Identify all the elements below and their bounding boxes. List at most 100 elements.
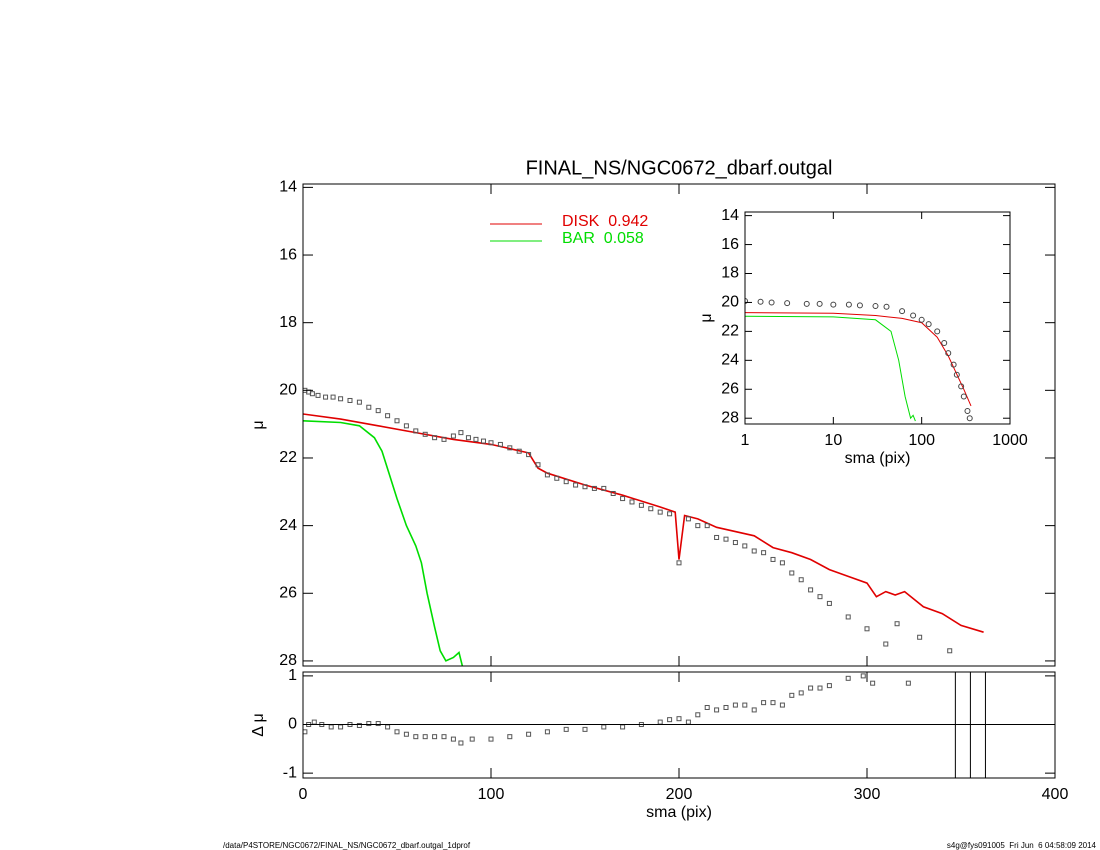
y-tick-label: 28 — [279, 652, 297, 669]
data-point — [770, 700, 776, 706]
data-point — [779, 702, 785, 708]
data-point — [563, 479, 569, 485]
data-point — [845, 675, 851, 681]
axes-box — [744, 211, 1011, 425]
data-point — [704, 704, 710, 710]
data-point — [303, 729, 308, 735]
data-point — [480, 438, 486, 444]
y-axis-label: μ — [250, 420, 267, 429]
x-tick-label: 400 — [1042, 786, 1069, 803]
y-tick-label: 20 — [279, 382, 297, 399]
data-point — [309, 391, 315, 397]
y-tick-label: 26 — [721, 380, 739, 397]
data-point — [311, 719, 317, 725]
data-point — [966, 415, 973, 422]
y-axis-label: Δ μ — [250, 713, 267, 736]
data-point — [422, 734, 428, 740]
data-point — [808, 587, 814, 593]
data-point — [413, 734, 419, 740]
data-point — [817, 594, 823, 600]
x-tick-label: 300 — [854, 786, 881, 803]
data-point — [883, 303, 890, 310]
data-point — [803, 300, 810, 307]
y-tick-label: 26 — [279, 584, 297, 601]
y-tick-label: 16 — [721, 236, 739, 253]
data-point — [742, 702, 748, 708]
data-point — [676, 560, 682, 566]
data-point — [751, 707, 757, 713]
data-point — [934, 328, 941, 335]
data-point — [507, 445, 513, 451]
x-tick-label: 100 — [478, 786, 505, 803]
data-point — [676, 716, 682, 722]
data-point — [629, 499, 635, 505]
data-point — [845, 614, 851, 620]
data-point — [375, 408, 381, 414]
data-point — [582, 726, 588, 732]
data-point — [432, 435, 438, 441]
data-point — [347, 397, 353, 403]
x-tick-label: 0 — [299, 786, 308, 803]
data-point — [761, 550, 767, 556]
data-point — [657, 509, 663, 515]
data-point — [808, 685, 814, 691]
model-line — [303, 420, 464, 666]
y-tick-label: 22 — [721, 323, 739, 340]
data-point — [601, 724, 607, 730]
x-tick-label: 1 — [741, 432, 750, 449]
legend-label: BAR 0.058 — [562, 230, 644, 247]
data-point — [860, 673, 866, 679]
data-point — [620, 496, 626, 502]
data-point — [964, 407, 971, 414]
y-tick-label: 18 — [721, 265, 739, 282]
data-point — [704, 523, 710, 529]
data-point — [817, 685, 823, 691]
plot-area — [745, 297, 973, 422]
inset-bg — [745, 212, 1010, 424]
data-point — [516, 448, 522, 454]
data-point — [950, 361, 957, 368]
data-point — [315, 392, 321, 398]
y-tick-label: 0 — [288, 716, 297, 733]
data-point — [366, 721, 372, 727]
data-point — [723, 704, 729, 710]
y-tick-label: 1 — [288, 667, 297, 684]
data-point — [591, 485, 597, 491]
data-point — [473, 436, 479, 442]
data-point — [458, 430, 464, 436]
data-point — [894, 621, 900, 627]
data-point — [403, 731, 409, 737]
data-point — [947, 648, 953, 654]
data-point — [723, 536, 729, 542]
data-point — [385, 413, 391, 419]
data-point — [582, 484, 588, 490]
data-point — [845, 301, 852, 308]
data-point — [667, 717, 673, 723]
data-point — [507, 734, 513, 740]
data-point — [526, 731, 532, 737]
data-point — [910, 312, 917, 319]
data-point — [714, 534, 720, 540]
data-point — [905, 680, 911, 686]
data-point — [770, 556, 776, 562]
data-point — [450, 736, 456, 742]
data-point — [768, 299, 775, 306]
y-axis-label: μ — [698, 313, 715, 322]
data-point — [798, 690, 804, 696]
data-point — [458, 740, 464, 746]
data-point — [554, 475, 560, 481]
data-point — [620, 724, 626, 730]
footer-right: s4g@fys091005 Fri Jun 6 04:58:09 2014 — [947, 841, 1097, 850]
y-tick-label: 22 — [279, 449, 297, 466]
y-tick-label: 24 — [721, 352, 739, 369]
data-point — [816, 300, 823, 307]
data-point — [784, 300, 791, 307]
data-point — [732, 702, 738, 708]
data-point — [798, 577, 804, 583]
y-tick-label: 14 — [279, 179, 297, 196]
data-point — [601, 485, 607, 491]
data-point — [413, 428, 419, 434]
data-point — [941, 339, 948, 346]
data-point — [695, 712, 701, 718]
data-point — [328, 724, 334, 730]
